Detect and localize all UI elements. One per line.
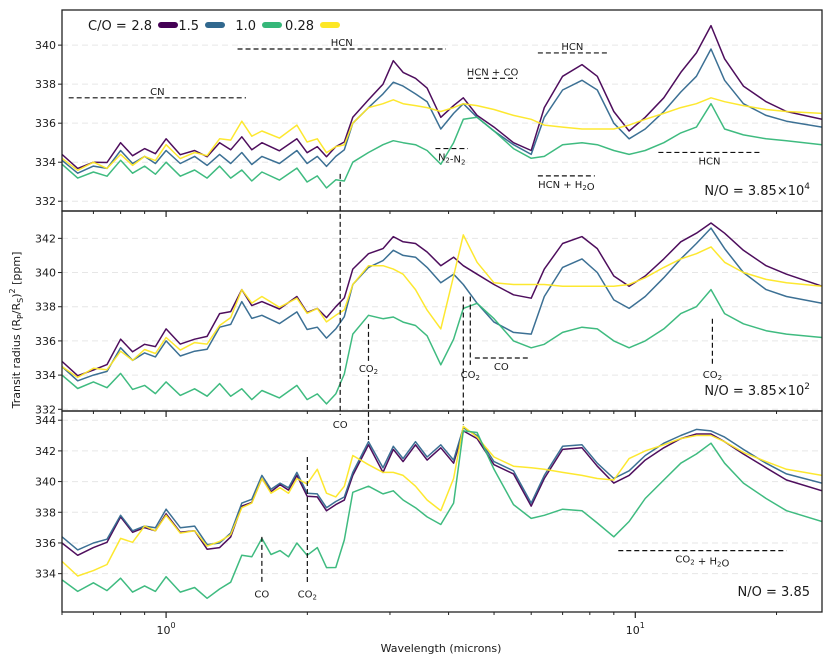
annotation-label: CN (150, 87, 164, 98)
y-tick-label: 336 (35, 117, 56, 130)
annotation-label: CO (494, 362, 509, 373)
legend-entry-1-5: 1.5 (178, 19, 225, 34)
series-line-0-28 (62, 425, 822, 577)
legend-entry-1-0: 1.0 (235, 19, 282, 34)
panel-3: 334 336 338 340 342 344 CO CO2 CO2 + H2O N/O = 3.… (35, 410, 823, 613)
x-tick-label: 100 (157, 621, 176, 637)
legend-entries: 2.8 1.5 1.0 0.28 (131, 19, 340, 34)
y-axis-label-units: [ppm] (10, 252, 23, 289)
legend-entry-0-28: 0.28 (285, 19, 340, 34)
panel-label: N/O = 3.85×102 (704, 382, 810, 399)
annotation-label: CO2 + H2O (675, 555, 729, 570)
annotation-label: CO2 (703, 370, 722, 382)
cross-marker-label: CO2 (359, 364, 378, 376)
series-line-1-5 (62, 427, 822, 551)
series-line-1-0 (62, 102, 822, 189)
annotation-label: HCN + CO (467, 67, 519, 78)
legend-swatch (320, 22, 340, 28)
y-axis-label-sub-p: P (16, 314, 25, 319)
y-tick-label: 340 (35, 476, 56, 489)
annotation-label: HCN (699, 156, 721, 167)
series-line-0-28 (62, 97, 822, 172)
legend-entry-2-8: 2.8 (131, 19, 178, 34)
y-axis-label-sup: 2 (8, 288, 17, 293)
legend-label: 2.8 (131, 19, 152, 34)
legend-swatch (205, 22, 225, 28)
y-axis-label-part: /R (10, 302, 23, 314)
annotation-label: CO2 (461, 370, 480, 382)
legend-label: 1.5 (178, 19, 199, 34)
legend-label: 0.28 (285, 19, 314, 34)
y-tick-label: 336 (35, 537, 56, 550)
annotation-label: CO2 (298, 589, 317, 601)
panel-label: N/O = 3.85 (738, 585, 810, 600)
y-tick-label: 342 (35, 445, 56, 458)
y-tick-label: 338 (35, 301, 56, 314)
panel-frame (61, 410, 823, 613)
series-group (62, 222, 822, 405)
x-tick-label: 101 (626, 621, 645, 637)
y-tick-label: 334 (35, 568, 56, 581)
cross-panel-markers: CO CO2 (329, 173, 464, 440)
y-tick-label: 336 (35, 335, 56, 348)
y-tick-label: 344 (35, 414, 56, 427)
cross-marker-label: CO (333, 420, 348, 431)
y-tick-label: 340 (35, 39, 56, 52)
y-axis-label: Transit radius (RP/RS)2 [ppm] (8, 252, 25, 410)
y-tick-label: 332 (35, 403, 56, 416)
series-line-2-8 (62, 24, 822, 170)
series-line-1-5 (62, 48, 822, 174)
panels: 332 334 336 338 340 CN HCN HCN + CO HCN N2-N2 HCN … (35, 9, 823, 613)
x-axis-ticks: 100 101 (61, 211, 778, 637)
y-axis-label-part: ) (10, 293, 23, 297)
y-axis-label-part: Transit radius (R (10, 319, 23, 410)
cross-marker-bg (355, 361, 382, 375)
y-tick-label: 334 (35, 156, 56, 169)
panel-1: 332 334 336 338 340 CN HCN HCN + CO HCN N2-N2 HCN … (35, 9, 823, 212)
legend-title: C/O = (88, 19, 127, 34)
annotation-label: HCN (331, 38, 353, 49)
x-axis-label: Wavelength (microns) (381, 642, 502, 655)
series-line-1-5 (62, 227, 822, 382)
annotation-label: CO (254, 589, 269, 600)
y-axis-label-sub-s: S (16, 298, 25, 303)
cross-marker-bg (329, 417, 352, 431)
series-line-0-28 (62, 234, 822, 379)
y-tick-label: 342 (35, 232, 56, 245)
legend-swatch (158, 22, 178, 28)
y-tick-label: 334 (35, 369, 56, 382)
panel-label: N/O = 3.85×104 (704, 182, 810, 199)
series-group (62, 24, 822, 189)
legend: C/O = 2.8 1.5 1.0 0.28 (88, 19, 340, 34)
annotation-label: HCN (561, 42, 583, 53)
legend-swatch (262, 22, 282, 28)
y-tick-label: 332 (35, 195, 56, 208)
annotation-label: N2-N2 (438, 153, 466, 167)
series-group (62, 425, 822, 600)
series-line-1-0 (62, 288, 822, 405)
y-tick-label: 338 (35, 78, 56, 91)
legend-label: 1.0 (235, 19, 256, 34)
panel-2: 332 334 336 338 340 342 CO2 CO2 CO N/O = 3.85×102 (35, 210, 823, 416)
series-line-2-8 (62, 222, 822, 377)
annotation-label: HCN + H2O (538, 180, 595, 193)
y-tick-label: 340 (35, 267, 56, 280)
series-line-1-0 (62, 430, 822, 600)
y-tick-label: 338 (35, 506, 56, 519)
